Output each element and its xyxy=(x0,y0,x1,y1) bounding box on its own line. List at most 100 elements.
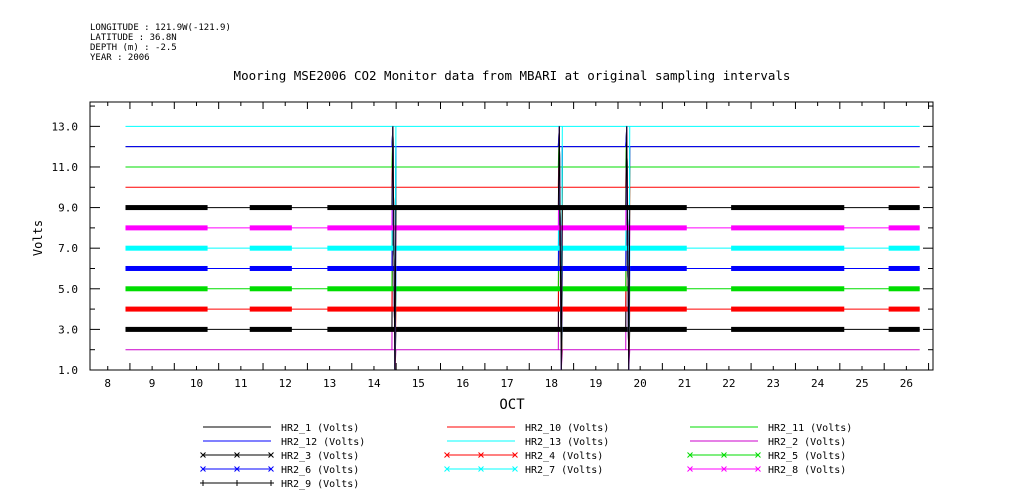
series-marker-band xyxy=(888,205,920,211)
x-tick-label: 8 xyxy=(104,377,111,390)
series-hr2-7 xyxy=(125,126,920,371)
series-marker-band xyxy=(249,245,292,251)
legend-marker xyxy=(512,466,518,472)
x-tick-label: 11 xyxy=(234,377,247,390)
series-marker-band xyxy=(888,245,920,251)
series-marker-band xyxy=(327,286,687,292)
series-marker-band xyxy=(327,326,687,332)
legend-marker xyxy=(721,452,727,458)
x-tick-label: 21 xyxy=(678,377,691,390)
x-tick-label: 25 xyxy=(855,377,868,390)
legend-marker xyxy=(478,452,484,458)
series-marker-band xyxy=(327,265,687,271)
x-tick-label: 26 xyxy=(900,377,913,390)
chart-title: Mooring MSE2006 CO2 Monitor data from MB… xyxy=(234,68,791,83)
legend-label: HR2_5 (Volts) xyxy=(768,451,846,462)
y-axis: 1.0 3.0 5.0 7.0 9.0 11.0 13.0 xyxy=(52,105,933,377)
legend-label: HR2_3 (Volts) xyxy=(281,451,359,462)
y-tick-label: 13.0 xyxy=(52,120,79,133)
legend-label: HR2_9 (Volts) xyxy=(281,479,359,490)
plot-frame xyxy=(89,101,934,371)
x-tick-label: 19 xyxy=(589,377,602,390)
x-tick-label: 14 xyxy=(367,377,381,390)
legend-marker xyxy=(234,466,240,472)
legend-marker xyxy=(687,452,693,458)
legend-label: HR2_4 (Volts) xyxy=(525,451,603,462)
legend-marker xyxy=(755,466,761,472)
x-tick-label: 15 xyxy=(412,377,425,390)
y-tick-label: 3.0 xyxy=(58,323,78,336)
legend-item: HR2_6 (Volts) xyxy=(200,465,359,476)
longitude-label: LONGITUDE : 121.9W(-121.9) xyxy=(90,23,231,33)
y-tick-label: 7.0 xyxy=(58,242,78,255)
y-tick-label: 9.0 xyxy=(58,202,78,215)
series-spike xyxy=(391,126,397,371)
x-tick-label: 24 xyxy=(811,377,825,390)
legend-marker xyxy=(200,466,206,472)
legend-item: HR2_12 (Volts) xyxy=(203,437,365,448)
legend-item: HR2_9 (Volts) xyxy=(200,479,359,490)
series-marker-band xyxy=(888,225,920,231)
y-tick-label: 11.0 xyxy=(52,161,79,174)
legend-label: HR2_7 (Volts) xyxy=(525,465,603,476)
legend-label: HR2_12 (Volts) xyxy=(281,437,365,448)
depth-label: DEPTH (m) : -2.5 xyxy=(90,43,177,53)
y-tick-label: 5.0 xyxy=(58,283,78,296)
legend-marker xyxy=(268,480,274,486)
legend: HR2_1 (Volts) HR2_10 (Volts) HR2_11 (Volts… xyxy=(200,423,852,490)
legend-item: HR2_7 (Volts) xyxy=(444,465,603,476)
series-marker-band xyxy=(249,205,292,211)
series-marker-band xyxy=(249,306,292,312)
y-tick-label: 1.0 xyxy=(58,364,78,377)
legend-marker xyxy=(478,466,484,472)
series-marker-band xyxy=(888,326,920,332)
legend-marker xyxy=(512,452,518,458)
x-tick-label: 12 xyxy=(279,377,292,390)
x-axis-label: OCT xyxy=(499,397,525,413)
series-spike xyxy=(625,126,631,371)
legend-marker xyxy=(444,452,450,458)
legend-item: HR2_10 (Volts) xyxy=(447,423,609,434)
series-marker-band xyxy=(327,306,687,312)
legend-item: HR2_8 (Volts) xyxy=(687,465,846,476)
series-layer xyxy=(125,125,920,371)
series-marker-band xyxy=(327,225,687,231)
series-marker-band xyxy=(731,225,845,231)
series-marker-band xyxy=(731,306,845,312)
x-tick-label: 16 xyxy=(456,377,469,390)
series-marker-band xyxy=(327,205,687,211)
series-hr2-9 xyxy=(125,126,920,371)
series-marker-band xyxy=(888,306,920,312)
legend-label: HR2_13 (Volts) xyxy=(525,437,609,448)
series-marker-band xyxy=(125,225,208,231)
legend-marker xyxy=(444,466,450,472)
legend-marker xyxy=(268,452,274,458)
x-axis: 8 9 10 11 12 13 14 15 16 17 18 19 20 21 22 23 24 25 26 xyxy=(104,102,930,390)
series-marker-band xyxy=(249,225,292,231)
legend-marker xyxy=(234,452,240,458)
legend-marker xyxy=(200,452,206,458)
series-marker-band xyxy=(731,286,845,292)
year-label: YEAR : 2006 xyxy=(90,53,150,63)
latitude-label: LATITUDE : 36.8N xyxy=(90,33,177,43)
legend-item: HR2_3 (Volts) xyxy=(200,451,359,462)
series-marker-band xyxy=(731,245,845,251)
legend-label: HR2_1 (Volts) xyxy=(281,423,359,434)
series-marker-band xyxy=(731,326,845,332)
legend-label: HR2_11 (Volts) xyxy=(768,423,852,434)
legend-label: HR2_6 (Volts) xyxy=(281,465,359,476)
series-spike xyxy=(557,126,563,371)
legend-item: HR2_11 (Volts) xyxy=(690,423,852,434)
legend-marker xyxy=(721,466,727,472)
x-tick-label: 17 xyxy=(500,377,513,390)
legend-marker xyxy=(234,480,240,486)
legend-marker xyxy=(268,466,274,472)
series-marker-band xyxy=(249,265,292,271)
legend-item: HR2_13 (Volts) xyxy=(447,437,609,448)
series-marker-band xyxy=(125,245,208,251)
legend-item: HR2_2 (Volts) xyxy=(690,437,846,448)
x-tick-label: 10 xyxy=(190,377,203,390)
series-marker-band xyxy=(731,265,845,271)
series-marker-band xyxy=(327,245,687,251)
x-tick-label: 18 xyxy=(545,377,558,390)
